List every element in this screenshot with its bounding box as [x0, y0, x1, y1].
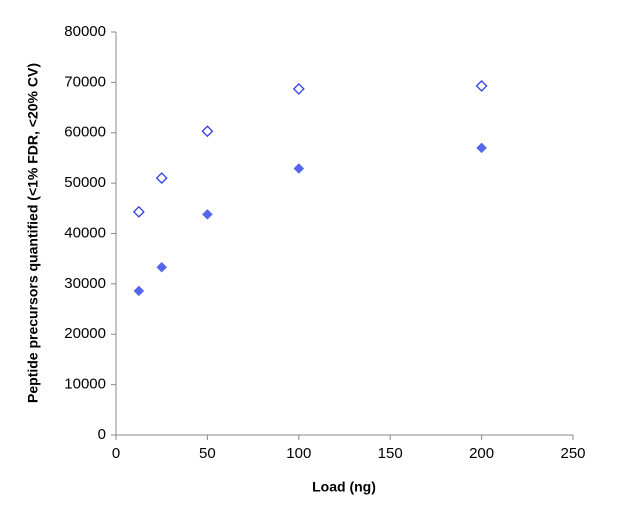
y-tick-label: 60000 [64, 124, 106, 141]
y-tick-label: 30000 [64, 275, 106, 292]
x-axis-label: Load (ng) [312, 479, 376, 495]
y-tick-label: 10000 [64, 376, 106, 393]
point [475, 79, 488, 92]
y-tick-label: 20000 [64, 325, 106, 342]
x-tick-label: 0 [112, 445, 120, 462]
point [155, 172, 168, 185]
y-tick-label: 80000 [64, 23, 106, 40]
y-tick-label: 40000 [64, 224, 106, 241]
x-tick-label: 250 [560, 445, 585, 462]
x-tick-label: 200 [469, 445, 494, 462]
point [293, 163, 305, 174]
point [132, 205, 145, 218]
point [202, 209, 213, 220]
point [476, 142, 487, 154]
y-axis-label: Peptide precursors quantified (<1% FDR, … [25, 63, 41, 403]
point [156, 261, 168, 273]
point [201, 125, 214, 138]
x-tick-label: 100 [286, 445, 311, 462]
x-tick-label: 50 [199, 445, 216, 462]
point [133, 285, 145, 297]
x-tick-label: 150 [378, 445, 403, 462]
y-tick-label: 0 [98, 426, 106, 443]
point [292, 83, 305, 95]
y-tick-label: 50000 [64, 174, 106, 191]
y-tick-label: 70000 [64, 73, 106, 90]
